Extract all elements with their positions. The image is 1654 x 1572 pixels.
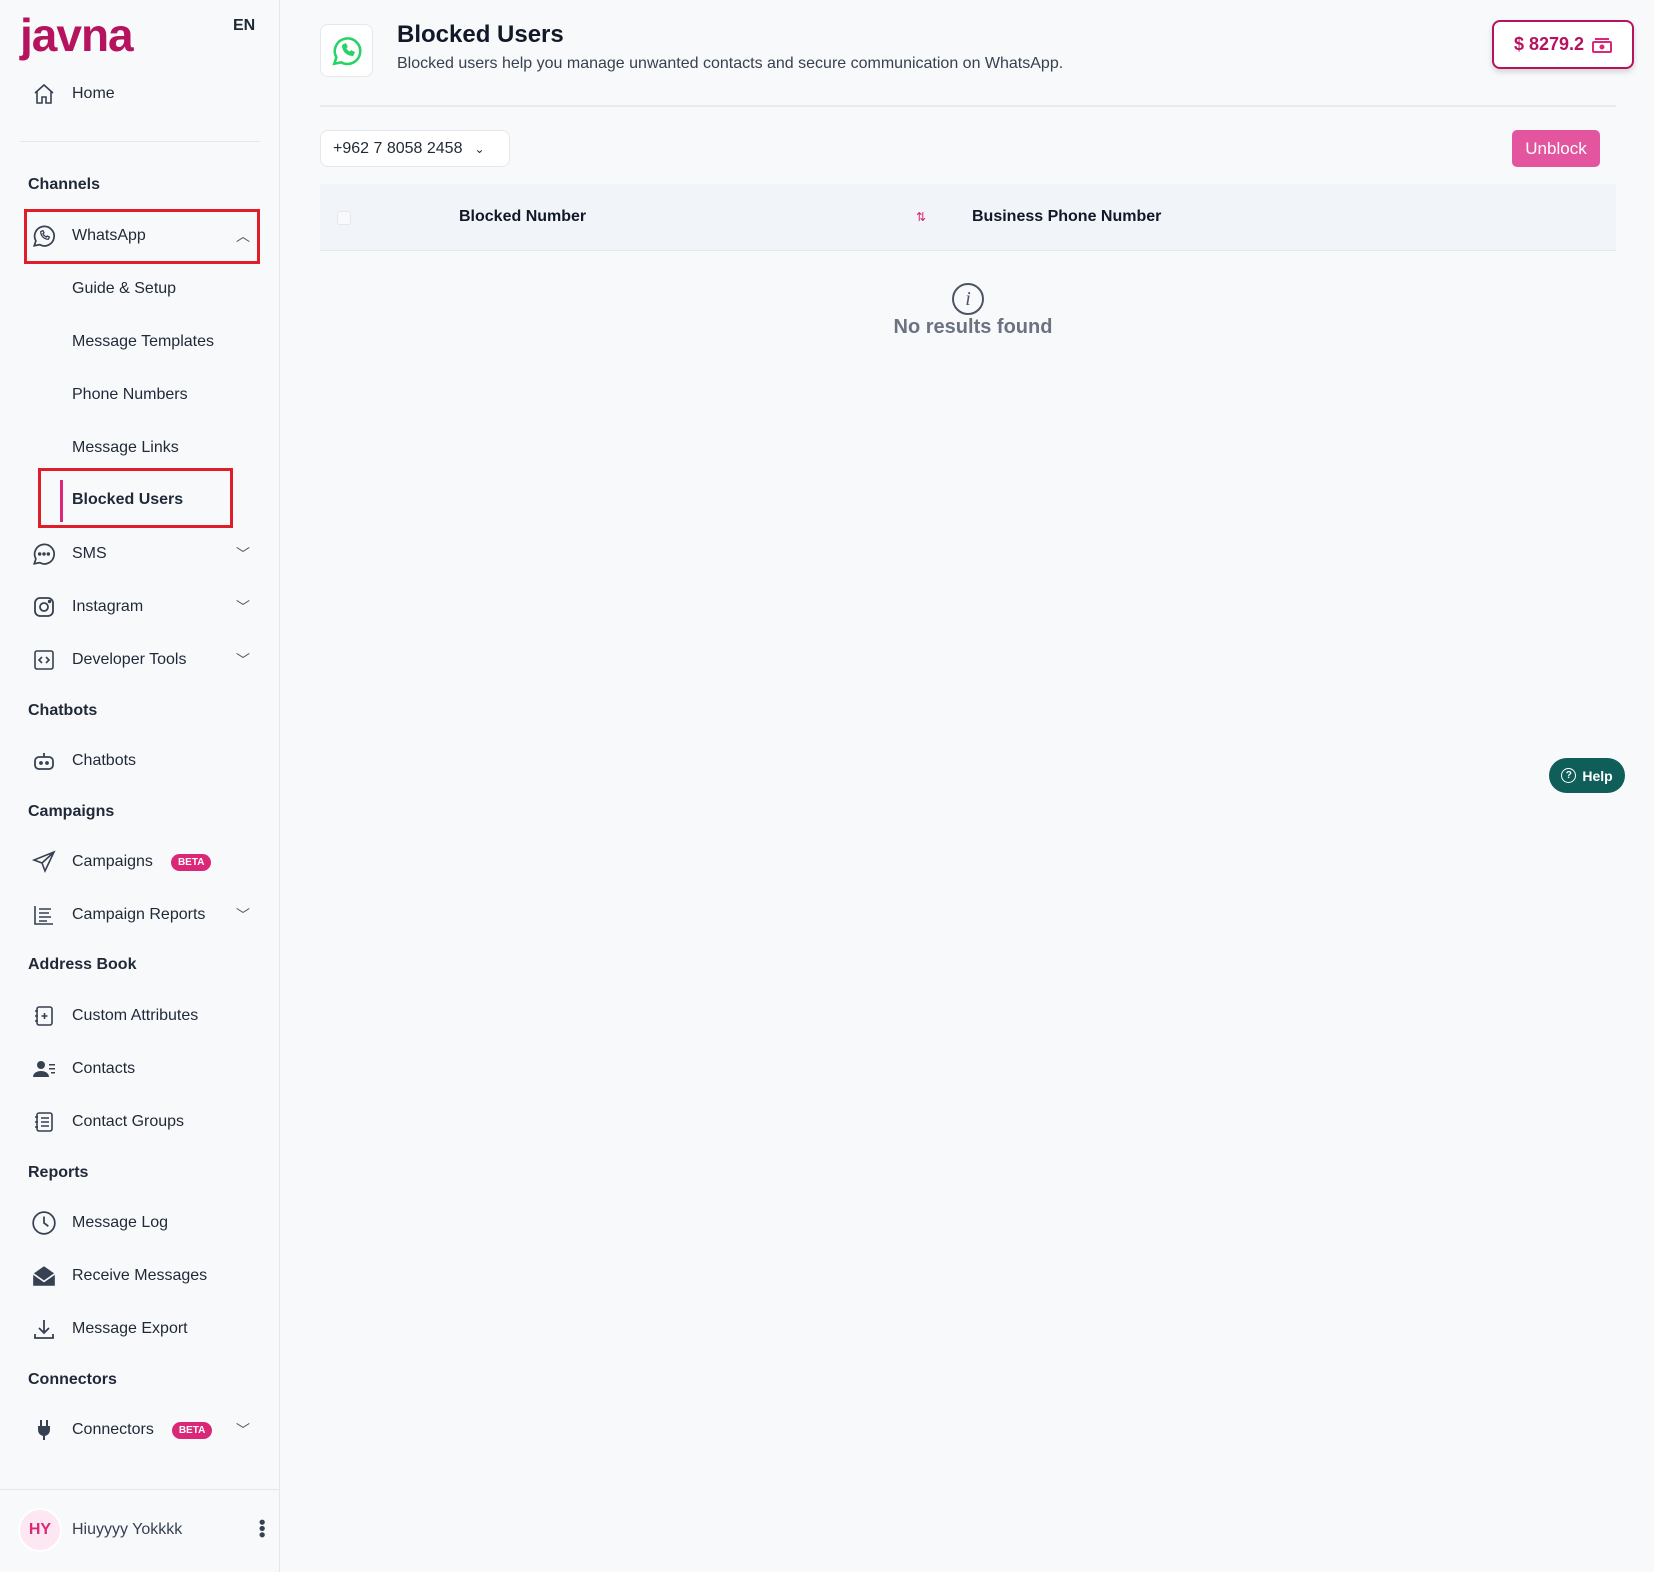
phone-number-select[interactable]: +962 7 8058 2458 ⌄ [320, 130, 510, 167]
whatsapp-icon [30, 222, 58, 250]
chevron-down-icon: ⌄ [474, 141, 485, 156]
add-attribute-icon [30, 1002, 58, 1030]
page-subtitle: Blocked users help you manage unwanted c… [397, 55, 1064, 72]
sidebar-item-connectors[interactable]: Connectors BETA ﹀ [30, 1412, 260, 1448]
clock-icon [30, 1209, 58, 1237]
sidebar-item-contacts[interactable]: Contacts [30, 1051, 260, 1087]
sidebar-item-chatbots[interactable]: Chatbots [30, 743, 260, 779]
question-icon: ? [1561, 768, 1577, 783]
sidebar-item-label: Chatbots [72, 752, 137, 769]
help-button[interactable]: ? Help [1549, 758, 1625, 793]
sidebar-item-label: Contacts [72, 1060, 136, 1077]
divider [20, 141, 260, 142]
column-blocked-number[interactable]: Blocked Number [459, 208, 587, 225]
section-campaigns: Campaigns [28, 803, 115, 820]
sidebar-item-label: SMS [72, 545, 107, 562]
section-channels: Channels [28, 176, 101, 193]
sidebar-subitem-guide-setup[interactable]: Guide & Setup [72, 280, 177, 297]
sidebar-item-label: Developer Tools [72, 651, 187, 668]
sidebar-item-contact-groups[interactable]: Contact Groups [30, 1104, 260, 1140]
highlight-box [24, 209, 260, 264]
chevron-down-icon: ﹀ [236, 599, 250, 615]
send-icon [30, 848, 58, 876]
sidebar-item-whatsapp[interactable]: WhatsApp ︿ [30, 218, 260, 254]
sort-icon[interactable]: ⇅ [916, 210, 927, 224]
sidebar-item-home[interactable]: Home [30, 76, 260, 112]
sidebar-item-sms[interactable]: SMS ﹀ [30, 536, 260, 572]
sidebar-subitem-blocked-users[interactable]: Blocked Users [72, 491, 184, 508]
balance-amount: $ 8279.2 [1513, 34, 1585, 54]
plug-icon [30, 1416, 58, 1444]
chevron-down-icon: ﹀ [236, 907, 250, 923]
download-icon [30, 1315, 58, 1343]
whatsapp-logo-icon [320, 24, 373, 77]
more-vertical-icon[interactable]: ••• [252, 1519, 272, 1538]
contact-groups-icon [30, 1108, 58, 1136]
sidebar-item-label: Home [72, 85, 115, 102]
sidebar-subitem-message-links[interactable]: Message Links [72, 439, 179, 456]
table-header: Blocked Number ⇅ Business Phone Number [320, 184, 1616, 251]
divider [0, 1489, 280, 1490]
sidebar-item-label: Message Log [72, 1214, 169, 1231]
code-icon [30, 646, 58, 674]
chat-bubble-icon [30, 540, 58, 568]
section-connectors: Connectors [28, 1371, 117, 1388]
select-all-checkbox[interactable] [337, 211, 351, 225]
help-label: Help [1582, 767, 1613, 784]
sidebar-item-campaigns[interactable]: Campaigns BETA [30, 844, 260, 880]
chevron-down-icon: ﹀ [236, 1422, 250, 1438]
sidebar-item-label: Campaigns [72, 853, 153, 870]
javna-logo[interactable]: javna [20, 9, 134, 61]
sidebar-item-instagram[interactable]: Instagram ﹀ [30, 589, 260, 625]
sidebar-item-label: Message Export [72, 1320, 188, 1337]
chevron-down-icon: ﹀ [236, 652, 250, 668]
sidebar-item-custom-attributes[interactable]: Custom Attributes [30, 998, 260, 1034]
sidebar-item-label: Instagram [72, 598, 144, 615]
chevron-up-icon: ︿ [236, 228, 250, 244]
sidebar-item-campaign-reports[interactable]: Campaign Reports ﹀ [30, 897, 260, 933]
sidebar-item-message-log[interactable]: Message Log [30, 1205, 260, 1241]
home-icon [30, 80, 58, 108]
balance-button[interactable]: $ 8279.2 [1492, 20, 1634, 69]
sidebar-item-label: WhatsApp [72, 227, 146, 244]
sidebar-item-label: Contact Groups [72, 1113, 185, 1130]
cash-icon [1592, 37, 1613, 53]
highlight-box [38, 468, 233, 528]
empty-state-text: No results found [893, 316, 1053, 338]
beta-badge: BETA [170, 853, 212, 871]
report-list-icon [30, 901, 58, 929]
beta-badge: BETA [171, 1421, 213, 1439]
inbox-mail-icon [30, 1262, 58, 1290]
user-name[interactable]: Hiuyyyy Yokkkk [72, 1521, 183, 1538]
sidebar-item-label: Custom Attributes [72, 1007, 199, 1024]
avatar[interactable]: HY [18, 1508, 62, 1552]
robot-icon [30, 747, 58, 775]
unblock-button[interactable]: Unblock [1512, 130, 1600, 167]
sidebar-item-receive-messages[interactable]: Receive Messages [30, 1258, 260, 1294]
contacts-icon [30, 1055, 58, 1083]
sidebar-subitem-message-templates[interactable]: Message Templates [72, 333, 214, 350]
phone-number-value: +962 7 8058 2458 [333, 139, 463, 157]
language-switch[interactable]: EN [233, 17, 256, 34]
section-chatbots: Chatbots [28, 702, 98, 719]
sidebar-item-label: Connectors [72, 1421, 154, 1438]
sidebar-item-label: Campaign Reports [72, 906, 206, 923]
column-business-phone-number[interactable]: Business Phone Number [972, 208, 1162, 225]
active-indicator [60, 480, 63, 522]
sidebar: javna EN Home Channels WhatsApp ︿ Guide … [0, 0, 280, 1572]
page-title: Blocked Users [397, 21, 564, 48]
instagram-icon [30, 593, 58, 621]
section-reports: Reports [28, 1164, 89, 1181]
sidebar-item-message-export[interactable]: Message Export [30, 1311, 260, 1347]
chevron-down-icon: ﹀ [236, 546, 250, 562]
section-address-book: Address Book [28, 956, 137, 973]
info-icon: i [952, 283, 984, 315]
sidebar-item-developer-tools[interactable]: Developer Tools ﹀ [30, 642, 260, 678]
sidebar-subitem-phone-numbers[interactable]: Phone Numbers [72, 386, 188, 403]
divider [320, 105, 1616, 107]
sidebar-item-label: Receive Messages [72, 1267, 208, 1284]
